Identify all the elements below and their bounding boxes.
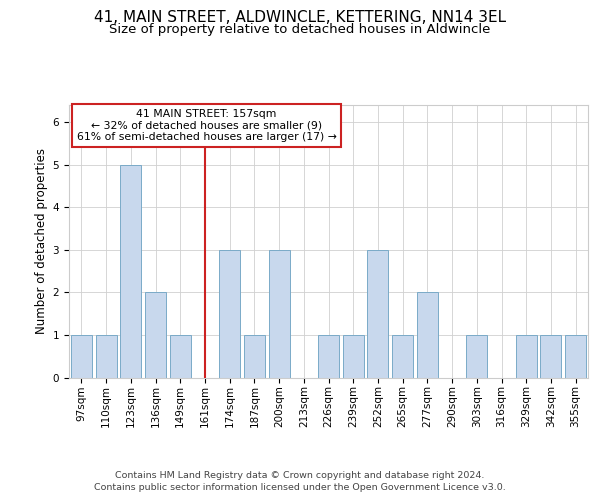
Bar: [541, 335, 562, 378]
Text: 41, MAIN STREET, ALDWINCLE, KETTERING, NN14 3EL: 41, MAIN STREET, ALDWINCLE, KETTERING, N…: [94, 10, 506, 25]
Bar: [318, 335, 339, 378]
Bar: [95, 335, 116, 378]
Text: Contains public sector information licensed under the Open Government Licence v3: Contains public sector information licen…: [94, 484, 506, 492]
Bar: [565, 335, 586, 378]
Bar: [269, 250, 290, 378]
Bar: [343, 335, 364, 378]
Bar: [244, 335, 265, 378]
Bar: [466, 335, 487, 378]
Bar: [170, 335, 191, 378]
Text: Size of property relative to detached houses in Aldwincle: Size of property relative to detached ho…: [109, 22, 491, 36]
Bar: [392, 335, 413, 378]
Bar: [367, 250, 388, 378]
Text: 41 MAIN STREET: 157sqm
← 32% of detached houses are smaller (9)
61% of semi-deta: 41 MAIN STREET: 157sqm ← 32% of detached…: [77, 109, 337, 142]
Bar: [417, 292, 438, 378]
Bar: [516, 335, 537, 378]
Bar: [219, 250, 240, 378]
Text: Contains HM Land Registry data © Crown copyright and database right 2024.: Contains HM Land Registry data © Crown c…: [115, 471, 485, 480]
Bar: [120, 164, 141, 378]
Y-axis label: Number of detached properties: Number of detached properties: [35, 148, 49, 334]
Bar: [71, 335, 92, 378]
Bar: [145, 292, 166, 378]
